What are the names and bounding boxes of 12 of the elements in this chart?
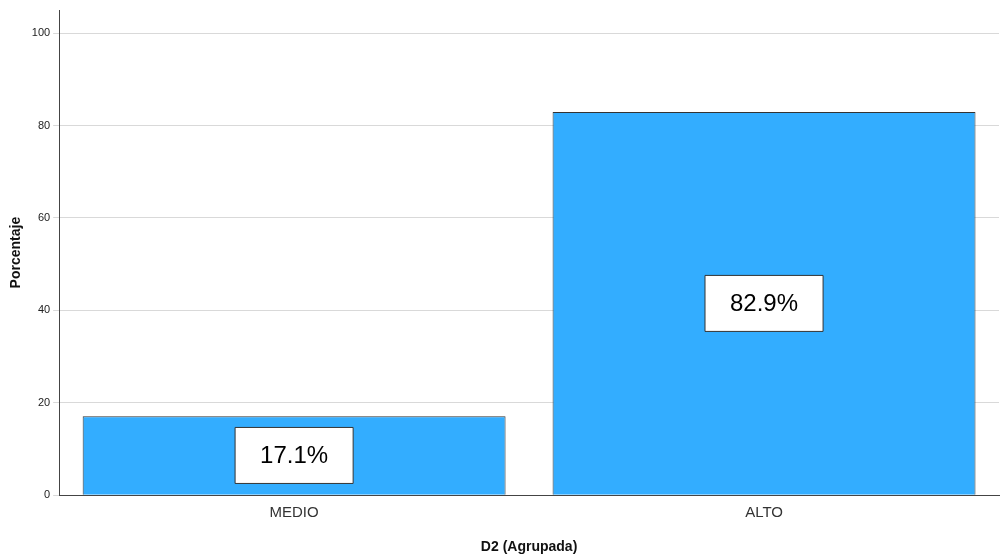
x-tick-label: ALTO — [745, 503, 783, 521]
x-axis-title: D2 (Agrupada) — [480, 538, 578, 555]
y-tick-label: 80 — [37, 118, 51, 131]
x-tick-label: MEDIO — [269, 503, 319, 521]
y-tick-label: 20 — [37, 395, 51, 408]
data-label: 17.1% — [260, 441, 329, 469]
y-tick-label: 100 — [31, 26, 51, 39]
y-tick-label: 0 — [44, 488, 51, 501]
y-axis-title: Porcentaje — [7, 216, 24, 289]
data-label: 82.9% — [730, 289, 799, 317]
y-tick-label: 60 — [37, 210, 51, 223]
y-tick-label: 40 — [37, 303, 51, 316]
